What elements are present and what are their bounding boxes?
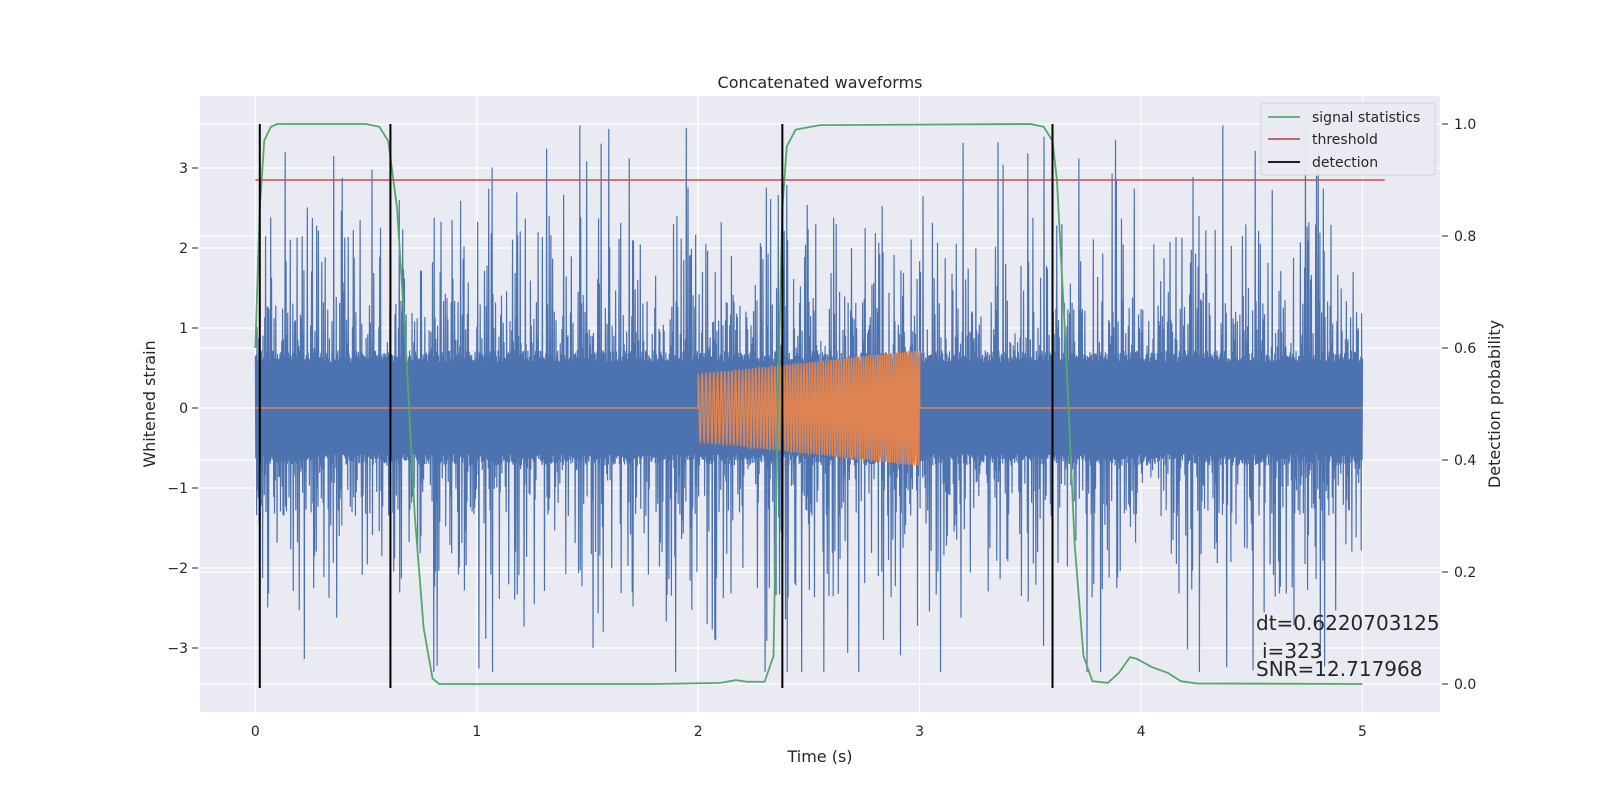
legend-label-detection: detection: [1312, 155, 1378, 171]
y-axis-label: Whitened strain: [140, 340, 159, 467]
legend-box: [1260, 102, 1436, 176]
x-tick-label: 0: [251, 724, 260, 740]
y-right-tick-label: 0.0: [1454, 677, 1476, 693]
y-tick-label: 2: [179, 241, 188, 257]
y-right-tick-label: 0.4: [1454, 453, 1476, 469]
y-tick-label: −1: [167, 481, 188, 497]
x-tick-label: 4: [1137, 724, 1146, 740]
annotation-snr: SNR=12.717968: [1256, 657, 1422, 681]
y-axis-right-label: Detection probability: [1485, 320, 1504, 488]
y-right-tick-label: 0.8: [1454, 229, 1476, 245]
noise-waveform-line: [254, 125, 1364, 673]
y-right-tick-label: 1.0: [1454, 117, 1476, 133]
x-tick-label: 3: [915, 724, 924, 740]
y-right-tick-label: 0.6: [1454, 341, 1476, 357]
y-right-tick-label: 0.2: [1454, 565, 1476, 581]
chirp-waveform-line: [255, 350, 1363, 466]
x-tick-label: 5: [1358, 724, 1367, 740]
legend-label-signal-statistics: signal statistics: [1312, 110, 1420, 126]
x-axis-label: Time (s): [786, 747, 852, 766]
x-tick-label: 1: [472, 724, 481, 740]
signal-statistics-line: [254, 123, 1363, 685]
y-tick-label: −2: [167, 561, 188, 577]
y-tick-label: 3: [179, 161, 188, 177]
chirp-series: [255, 350, 1363, 466]
signal-statistics-series: [254, 123, 1363, 685]
annotation-dt: dt=0.6220703125: [1256, 611, 1440, 635]
y-tick-label: −3: [167, 641, 188, 657]
detection-series: [258, 124, 1054, 688]
annotation-index: i=323: [1262, 639, 1323, 663]
axes-ticks: 0 1 2 3 4 5 −3 −2 −1 0 1 2 3 0.0 0.2 0.4 0.6 0.8 1.0: [167, 117, 1476, 740]
y-tick-label: 1: [179, 321, 188, 337]
legend-label-threshold: threshold: [1312, 132, 1378, 148]
y-tick-label: 0: [179, 401, 188, 417]
noise-series: [254, 125, 1364, 673]
legend: signal statistics threshold detection: [1260, 102, 1436, 176]
x-tick-label: 2: [694, 724, 703, 740]
chart-title: Concatenated waveforms: [718, 73, 923, 92]
